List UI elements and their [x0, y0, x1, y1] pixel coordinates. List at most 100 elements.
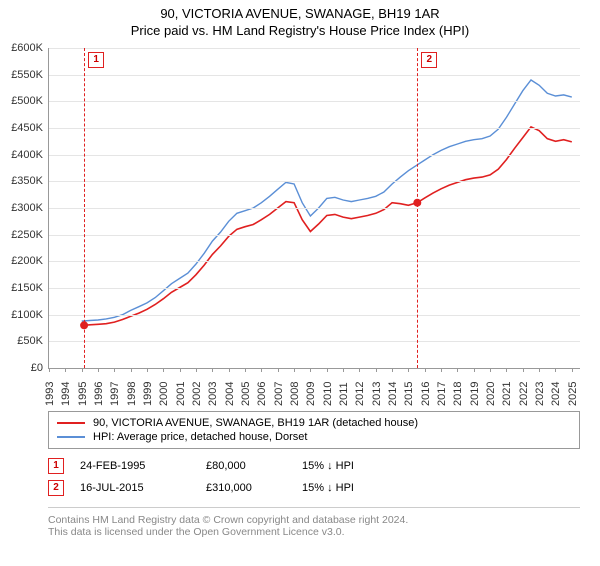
transaction-marker-box: 2 — [421, 52, 437, 68]
legend-row: HPI: Average price, detached house, Dors… — [57, 430, 571, 444]
x-tick — [229, 368, 230, 372]
x-axis-label: 2012 — [354, 382, 366, 406]
note-date: 16-JUL-2015 — [80, 482, 190, 494]
price-chart: £0£50K£100K£150K£200K£250K£300K£350K£400… — [48, 48, 580, 369]
legend-swatch — [57, 422, 85, 424]
legend-row: 90, VICTORIA AVENUE, SWANAGE, BH19 1AR (… — [57, 416, 571, 430]
x-axis-label: 2008 — [289, 382, 301, 406]
x-tick — [327, 368, 328, 372]
y-axis-label: £0 — [31, 362, 49, 374]
x-axis-label: 2013 — [371, 382, 383, 406]
x-tick — [294, 368, 295, 372]
x-tick — [425, 368, 426, 372]
x-tick — [82, 368, 83, 372]
page-title-line2: Price paid vs. HM Land Registry's House … — [0, 23, 600, 38]
x-tick — [212, 368, 213, 372]
y-gridline — [49, 75, 580, 76]
x-axis-label: 2023 — [534, 382, 546, 406]
y-axis-label: £300K — [11, 202, 49, 214]
x-tick — [49, 368, 50, 372]
y-axis-label: £550K — [11, 69, 49, 81]
footer-attribution: Contains HM Land Registry data © Crown c… — [48, 507, 580, 538]
note-delta: 15% ↓ HPI — [302, 482, 354, 494]
transaction-note-row: 124-FEB-1995£80,00015% ↓ HPI — [48, 455, 580, 477]
y-gridline — [49, 288, 580, 289]
x-axis-label: 2016 — [420, 382, 432, 406]
x-axis-label: 2010 — [322, 382, 334, 406]
note-delta: 15% ↓ HPI — [302, 460, 354, 472]
x-axis-label: 2015 — [403, 382, 415, 406]
x-axis-label: 2025 — [567, 382, 579, 406]
transaction-notes: 124-FEB-1995£80,00015% ↓ HPI216-JUL-2015… — [48, 455, 580, 499]
x-axis-label: 2018 — [452, 382, 464, 406]
x-tick — [539, 368, 540, 372]
y-axis-label: £350K — [11, 175, 49, 187]
y-gridline — [49, 341, 580, 342]
x-tick — [98, 368, 99, 372]
x-tick — [506, 368, 507, 372]
x-axis-label: 2017 — [436, 382, 448, 406]
transaction-vline — [84, 48, 85, 368]
y-axis-label: £250K — [11, 229, 49, 241]
legend-label: HPI: Average price, detached house, Dors… — [93, 431, 307, 443]
x-tick — [65, 368, 66, 372]
x-tick — [131, 368, 132, 372]
x-tick — [180, 368, 181, 372]
x-tick — [147, 368, 148, 372]
footer-line2: This data is licensed under the Open Gov… — [48, 526, 580, 538]
y-gridline — [49, 155, 580, 156]
x-tick — [490, 368, 491, 372]
page-title-line1: 90, VICTORIA AVENUE, SWANAGE, BH19 1AR — [0, 6, 600, 21]
x-axis-label: 2001 — [175, 382, 187, 406]
y-gridline — [49, 101, 580, 102]
x-tick — [310, 368, 311, 372]
x-axis-label: 1999 — [142, 382, 154, 406]
x-axis-label: 2000 — [158, 382, 170, 406]
note-number-box: 2 — [48, 480, 64, 496]
note-price: £310,000 — [206, 482, 286, 494]
footer-line1: Contains HM Land Registry data © Crown c… — [48, 514, 580, 526]
x-axis-label: 1995 — [77, 382, 89, 406]
x-tick — [441, 368, 442, 372]
y-gridline — [49, 181, 580, 182]
x-tick — [261, 368, 262, 372]
x-tick — [278, 368, 279, 372]
x-tick — [457, 368, 458, 372]
x-axis-label: 2002 — [191, 382, 203, 406]
note-number-box: 1 — [48, 458, 64, 474]
y-gridline — [49, 48, 580, 49]
y-axis-label: £450K — [11, 122, 49, 134]
y-axis-label: £50K — [17, 335, 49, 347]
y-gridline — [49, 261, 580, 262]
x-axis-label: 2021 — [501, 382, 513, 406]
x-axis-label: 2022 — [518, 382, 530, 406]
x-axis-label: 1996 — [93, 382, 105, 406]
x-tick — [376, 368, 377, 372]
legend-label: 90, VICTORIA AVENUE, SWANAGE, BH19 1AR (… — [93, 417, 418, 429]
series-hpi — [82, 80, 572, 321]
y-gridline — [49, 235, 580, 236]
x-tick — [555, 368, 556, 372]
x-axis-label: 1994 — [60, 382, 72, 406]
x-axis-label: 2006 — [256, 382, 268, 406]
note-price: £80,000 — [206, 460, 286, 472]
x-tick — [245, 368, 246, 372]
x-axis-label: 2011 — [338, 382, 350, 406]
y-gridline — [49, 128, 580, 129]
x-tick — [163, 368, 164, 372]
y-axis-label: £400K — [11, 149, 49, 161]
x-tick — [114, 368, 115, 372]
x-axis-label: 2003 — [207, 382, 219, 406]
x-axis-label: 2014 — [387, 382, 399, 406]
x-tick — [408, 368, 409, 372]
x-tick — [196, 368, 197, 372]
x-tick — [359, 368, 360, 372]
x-axis-label: 2019 — [469, 382, 481, 406]
y-axis-label: £100K — [11, 309, 49, 321]
transaction-marker-box: 1 — [88, 52, 104, 68]
x-axis-label: 2007 — [273, 382, 285, 406]
y-axis-label: £150K — [11, 282, 49, 294]
x-axis-label: 2005 — [240, 382, 252, 406]
chart-legend: 90, VICTORIA AVENUE, SWANAGE, BH19 1AR (… — [48, 411, 580, 449]
y-axis-label: £500K — [11, 95, 49, 107]
